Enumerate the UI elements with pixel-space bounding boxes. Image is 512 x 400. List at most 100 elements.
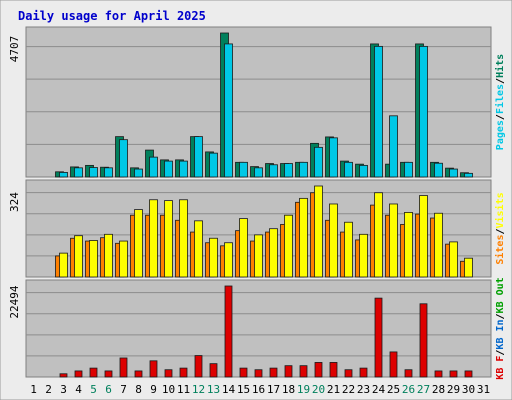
bar-kb-f-day-30 — [464, 370, 473, 378]
bar-files-day-3 — [59, 172, 68, 178]
bar-visits-day-5 — [89, 240, 98, 278]
bar-files-day-7 — [119, 139, 128, 178]
bar-files-day-30 — [464, 172, 473, 178]
x-tick-label: 22 — [342, 383, 355, 396]
x-tick-label: 26 — [402, 383, 415, 396]
x-tick-label: 23 — [357, 383, 370, 396]
bar-files-day-4 — [74, 167, 83, 178]
bar-files-day-12 — [194, 136, 203, 178]
legend-entry: Visits — [494, 192, 506, 228]
x-tick-label: 3 — [60, 383, 67, 396]
chart-title: Daily usage for April 2025 — [18, 9, 206, 23]
bar-visits-day-23 — [359, 233, 368, 278]
bar-kb-f-day-11 — [179, 367, 188, 378]
bar-files-day-20 — [314, 146, 323, 178]
bar-kb-f-day-13 — [209, 363, 218, 378]
bar-kb-f-day-16 — [254, 369, 263, 378]
bar-files-day-19 — [299, 161, 308, 178]
bar-files-day-6 — [104, 167, 113, 178]
bar-kb-f-day-10 — [164, 369, 173, 378]
bar-visits-day-25 — [389, 203, 398, 278]
x-tick-label: 5 — [90, 383, 97, 396]
bar-visits-day-11 — [179, 199, 188, 278]
bar-kb-f-day-29 — [449, 370, 458, 378]
bar-visits-day-9 — [149, 199, 158, 278]
bar-visits-day-15 — [239, 218, 248, 278]
bar-visits-day-17 — [269, 228, 278, 278]
bar-kb-f-day-4 — [74, 370, 83, 378]
plot-area — [25, 26, 492, 178]
bar-visits-day-26 — [404, 212, 413, 278]
bar-files-day-13 — [209, 152, 218, 178]
legend-entry: Pages — [495, 120, 506, 150]
legend-entry: Hits — [494, 54, 506, 78]
bar-visits-day-30 — [464, 257, 473, 278]
bar-kb-f-day-25 — [389, 351, 398, 378]
bar-files-day-22 — [344, 161, 353, 178]
bar-files-day-23 — [359, 164, 368, 178]
x-tick-label: 31 — [477, 383, 490, 396]
x-tick-label: 24 — [372, 383, 386, 396]
bar-visits-day-28 — [434, 212, 443, 278]
bar-kb-f-day-27 — [419, 303, 428, 378]
bar-files-day-11 — [179, 160, 188, 178]
bar-visits-day-27 — [419, 195, 428, 278]
x-tick-label: 14 — [222, 383, 236, 396]
legend-entry: / — [495, 114, 506, 120]
bar-files-day-9 — [149, 156, 158, 178]
bar-visits-day-18 — [284, 214, 293, 278]
bar-visits-day-12 — [194, 220, 203, 278]
legend-entry: KB Out — [495, 277, 506, 313]
bar-files-day-17 — [269, 164, 278, 178]
bar-visits-day-20 — [314, 185, 323, 278]
x-tick-label: 7 — [120, 383, 127, 396]
bar-files-day-27 — [419, 45, 428, 178]
x-tick-label: 20 — [312, 383, 325, 396]
x-tick-label: 29 — [447, 383, 460, 396]
legend-entry: / — [495, 228, 506, 234]
bar-visits-day-7 — [119, 240, 128, 278]
x-tick-label: 27 — [417, 383, 430, 396]
x-tick-label: 8 — [135, 383, 142, 396]
bar-files-day-25 — [389, 115, 398, 178]
x-tick-label: 18 — [282, 383, 295, 396]
x-tick-label: 16 — [252, 383, 265, 396]
legend-entry: Files — [494, 84, 506, 114]
x-tick-label: 28 — [432, 383, 445, 396]
bar-kb-f-day-20 — [314, 362, 323, 378]
legend: Pages/Files/Hits — [494, 54, 506, 150]
bar-visits-day-16 — [254, 234, 263, 278]
bar-visits-day-19 — [299, 197, 308, 278]
bar-kb-f-day-17 — [269, 367, 278, 378]
bar-visits-day-10 — [164, 200, 173, 278]
x-tick-label: 10 — [162, 383, 175, 396]
bar-files-day-14 — [224, 43, 233, 178]
bar-visits-day-3 — [59, 252, 68, 278]
x-tick-label: 15 — [237, 383, 250, 396]
legend: Sites/Visits — [494, 192, 506, 264]
bar-visits-day-13 — [209, 237, 218, 278]
legend-entry: KB F — [495, 356, 506, 380]
legend-entry: Sites — [494, 235, 506, 265]
legend-entry: / — [495, 350, 506, 356]
bar-kb-f-day-6 — [104, 370, 113, 378]
x-tick-label: 2 — [45, 383, 52, 396]
bar-files-day-21 — [329, 137, 338, 178]
bar-visits-day-8 — [134, 209, 143, 278]
bar-kb-f-day-26 — [404, 369, 413, 378]
y-max-label: 4707 — [8, 36, 21, 63]
bar-visits-day-24 — [374, 192, 383, 278]
bar-kb-f-day-19 — [299, 365, 308, 378]
bar-files-day-8 — [134, 168, 143, 178]
bar-visits-day-29 — [449, 241, 458, 278]
legend-entry: / — [495, 313, 506, 319]
bar-kb-f-day-15 — [239, 367, 248, 378]
bar-kb-f-day-18 — [284, 365, 293, 378]
x-tick-label: 11 — [177, 383, 190, 396]
bar-visits-day-14 — [224, 242, 233, 278]
bar-files-day-5 — [89, 167, 98, 178]
bar-kb-f-day-24 — [374, 297, 383, 378]
